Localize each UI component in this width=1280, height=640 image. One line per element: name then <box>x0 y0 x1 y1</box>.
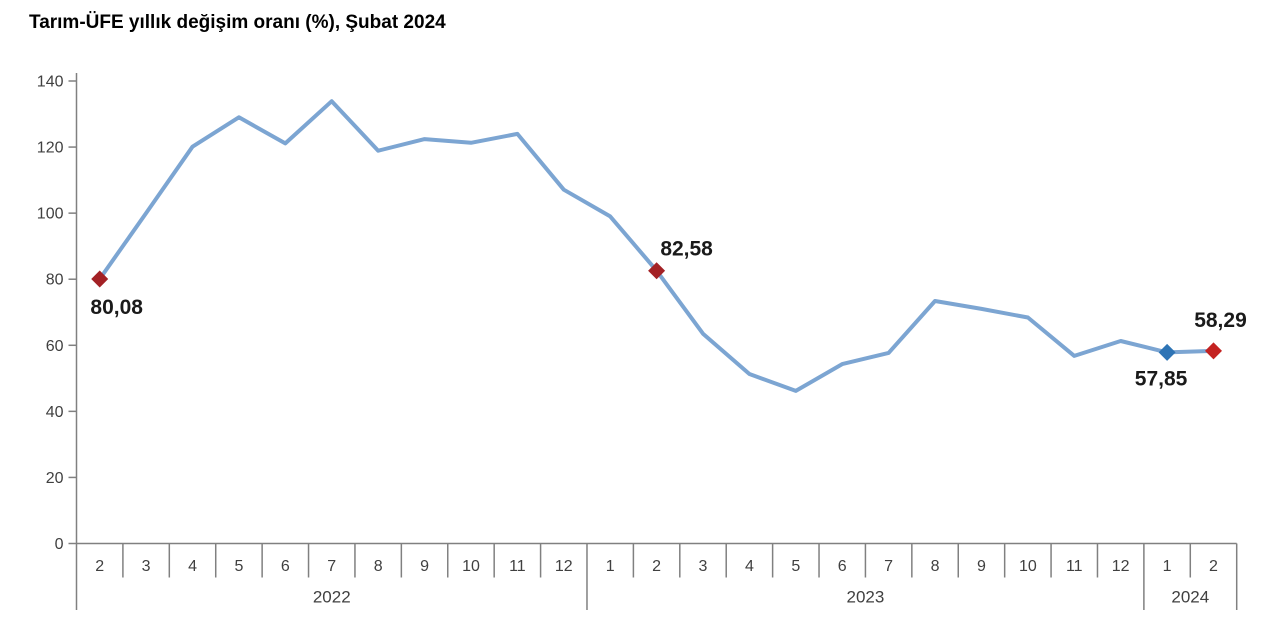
data-point-marker <box>91 270 109 288</box>
month-label: 4 <box>188 558 197 575</box>
month-label: 7 <box>884 558 893 575</box>
y-tick-label: 140 <box>37 74 64 91</box>
series-line <box>97 99 1216 393</box>
year-label: 2023 <box>847 588 885 607</box>
year-label: 2022 <box>313 588 351 607</box>
month-label: 3 <box>142 558 151 575</box>
data-point-marker <box>1158 343 1176 361</box>
month-label: 12 <box>1112 558 1130 575</box>
y-tick-label: 20 <box>46 470 64 487</box>
month-label: 5 <box>234 558 243 575</box>
month-label: 5 <box>791 558 800 575</box>
month-label: 11 <box>1066 558 1083 575</box>
data-point-label: 57,85 <box>1135 367 1188 390</box>
y-tick-label: 80 <box>46 272 64 289</box>
month-label: 12 <box>555 558 573 575</box>
month-label: 9 <box>420 558 429 575</box>
month-label: 4 <box>745 558 754 575</box>
month-label: 6 <box>838 558 847 575</box>
month-label: 8 <box>374 558 383 575</box>
month-label: 10 <box>462 558 480 575</box>
y-tick-label: 60 <box>46 338 64 355</box>
month-label: 2 <box>652 558 661 575</box>
data-point-marker <box>648 262 666 280</box>
data-point-label: 80,08 <box>90 296 143 319</box>
chart-title: Tarım-ÜFE yıllık değişim oranı (%), Şuba… <box>29 12 446 33</box>
y-tick-label: 120 <box>37 140 64 157</box>
month-label: 9 <box>977 558 986 575</box>
month-label: 6 <box>281 558 290 575</box>
month-label: 2 <box>1209 558 1218 575</box>
data-point-label: 58,29 <box>1194 309 1247 332</box>
y-tick-label: 40 <box>46 404 64 421</box>
month-label: 10 <box>1019 558 1037 575</box>
year-label: 2024 <box>1171 588 1209 607</box>
month-label: 1 <box>606 558 615 575</box>
month-label: 2 <box>95 558 104 575</box>
month-label: 8 <box>931 558 940 575</box>
data-point-marker <box>1204 342 1222 360</box>
month-label: 3 <box>699 558 708 575</box>
month-label: 1 <box>1163 558 1172 575</box>
month-label: 7 <box>327 558 336 575</box>
month-label: 11 <box>509 558 526 575</box>
data-point-label: 82,58 <box>660 238 713 261</box>
y-tick-label: 100 <box>37 206 64 223</box>
y-tick-label: 0 <box>55 536 64 553</box>
